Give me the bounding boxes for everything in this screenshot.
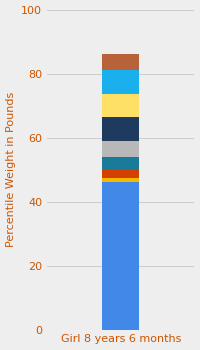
Bar (102, 182, 139, 330)
Bar (102, 54, 139, 70)
Bar (102, 141, 139, 157)
Y-axis label: Percentile Weight in Pounds: Percentile Weight in Pounds (6, 92, 16, 247)
Bar (102, 70, 139, 95)
Bar (102, 117, 139, 141)
Bar (102, 94, 139, 117)
Bar (102, 157, 139, 169)
Bar (102, 169, 139, 177)
Bar (102, 177, 139, 182)
